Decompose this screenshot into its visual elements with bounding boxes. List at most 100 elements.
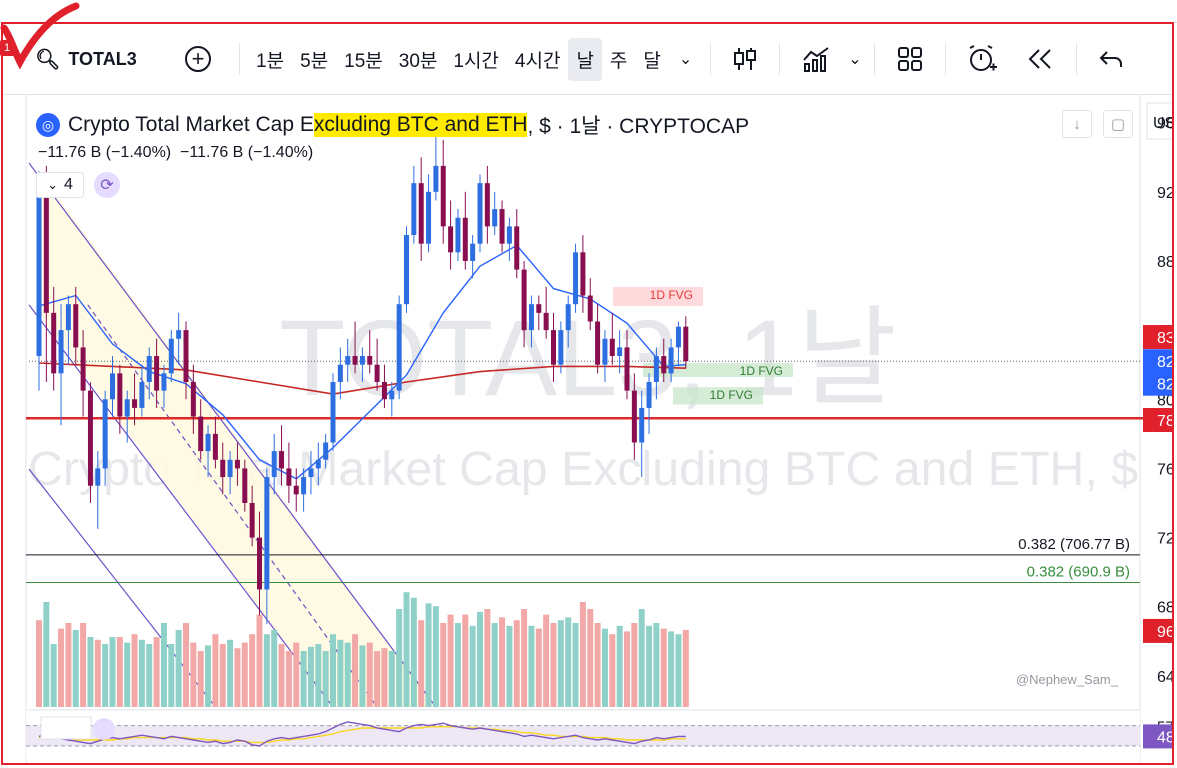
volume-bar <box>609 634 616 707</box>
volume-bar <box>638 609 645 707</box>
candle-body <box>352 356 358 365</box>
sync-icon[interactable]: ⟳ <box>94 172 120 198</box>
volume-bar <box>653 623 660 707</box>
candle-body <box>492 209 498 227</box>
candles-icon[interactable] <box>719 38 771 80</box>
price-badge <box>1143 618 1174 643</box>
candle-body <box>146 356 152 382</box>
interval-3[interactable]: 30분 <box>398 50 438 72</box>
candle-body <box>381 381 387 400</box>
volume-bar <box>462 614 469 707</box>
chart-area[interactable]: TOTAL3, 1날 Crypto Total Market Cap Exclud… <box>3 95 1174 763</box>
candle-body <box>308 468 314 478</box>
volume-bar <box>447 614 454 707</box>
fvg-zone <box>613 286 703 306</box>
interval-2[interactable]: 15분 <box>344 50 383 72</box>
candle-body <box>87 390 93 486</box>
interval-4[interactable]: 1시간 <box>453 50 499 72</box>
volume-bar <box>381 648 388 707</box>
volume-bar <box>668 631 675 707</box>
volume-bar <box>65 623 72 707</box>
volume-bar <box>403 592 410 707</box>
toolbar-divider <box>1075 43 1077 75</box>
volume-bar <box>557 620 564 707</box>
symbol-search[interactable]: 🔍︎ TOTAL3 <box>35 47 175 72</box>
volume-bar <box>344 642 351 707</box>
add-symbol-icon[interactable]: + <box>185 46 211 72</box>
candle-body <box>95 468 101 486</box>
candle-body <box>110 373 115 400</box>
interval-7[interactable]: 주 <box>609 50 628 72</box>
candle-body <box>205 433 211 452</box>
candle-body <box>668 347 674 374</box>
volume-bar <box>227 639 234 707</box>
search-icon: 🔍︎ <box>35 48 61 71</box>
price-badge-label: 83 <box>1157 330 1174 347</box>
volume-bar <box>315 644 322 707</box>
candle-body <box>418 183 424 244</box>
candle-body <box>264 477 270 590</box>
volume-bar <box>565 617 572 707</box>
candle-body <box>124 399 130 417</box>
interval-1[interactable]: 5분 <box>300 50 329 72</box>
interval-5[interactable]: 4시간 <box>514 50 561 72</box>
candle-body <box>271 451 277 478</box>
channel-fill <box>39 171 436 707</box>
chevron-down-icon[interactable]: ⌄ <box>848 51 862 68</box>
candle-body <box>367 356 373 365</box>
volume-bar <box>513 620 520 707</box>
candle-body <box>73 304 79 348</box>
volume-bar <box>535 628 542 707</box>
volume-bar <box>579 602 586 707</box>
indicators-icon[interactable] <box>788 38 844 80</box>
indicators-toggle[interactable]: ⌄ 4 <box>36 172 84 198</box>
candle-body <box>154 356 160 391</box>
interval-0[interactable]: 1분 <box>256 50 285 72</box>
volume-bar <box>183 623 189 707</box>
price-tick-label: 80 <box>1157 392 1174 409</box>
candles-icon-glyph <box>734 48 757 70</box>
scroll-down-icon[interactable]: ↓ <box>1062 110 1092 138</box>
interval-6[interactable]: 날 <box>568 37 602 81</box>
volume-bar <box>285 651 292 707</box>
volume-bar <box>550 623 557 707</box>
candle-body <box>36 186 42 357</box>
volume-bar <box>94 639 101 707</box>
volume-bar <box>43 602 50 707</box>
candle-body <box>653 356 659 382</box>
alert-icon[interactable] <box>954 37 1012 81</box>
window-top-strip <box>160 0 1177 23</box>
layout-icon[interactable] <box>883 38 937 80</box>
volume-bar <box>374 651 381 707</box>
fullscreen-icon[interactable]: ▢ <box>1103 110 1133 138</box>
volume-bar <box>234 648 241 707</box>
volume-bar <box>675 634 682 707</box>
volume-bar <box>587 609 594 707</box>
volume-bar <box>543 614 550 707</box>
price-tick-label: 64 <box>1157 669 1174 686</box>
toolbar-divider <box>239 43 240 75</box>
volume-bar <box>410 597 417 707</box>
candle-body <box>58 330 64 374</box>
volume-bar <box>499 617 506 707</box>
candle-body <box>624 347 630 391</box>
replay-icon[interactable] <box>1012 40 1068 78</box>
volume-bar <box>572 623 579 707</box>
price-tick-label: 76 <box>1157 461 1174 478</box>
undo-icon[interactable] <box>1085 41 1137 77</box>
chevron-down-icon[interactable]: ⌄ <box>678 51 693 68</box>
rsi-line <box>38 721 686 747</box>
volume-bar <box>432 606 439 707</box>
fvg-zone <box>643 362 793 377</box>
candle-body <box>646 381 652 408</box>
volume-bar <box>80 623 87 707</box>
volume-bar <box>337 639 344 707</box>
volume-bar <box>594 623 601 707</box>
indicator-count: 4 <box>64 176 73 193</box>
candle-body <box>404 235 409 305</box>
volume-bar <box>300 651 307 707</box>
interval-8[interactable]: 달 <box>643 50 661 72</box>
volume-bar <box>278 644 285 707</box>
